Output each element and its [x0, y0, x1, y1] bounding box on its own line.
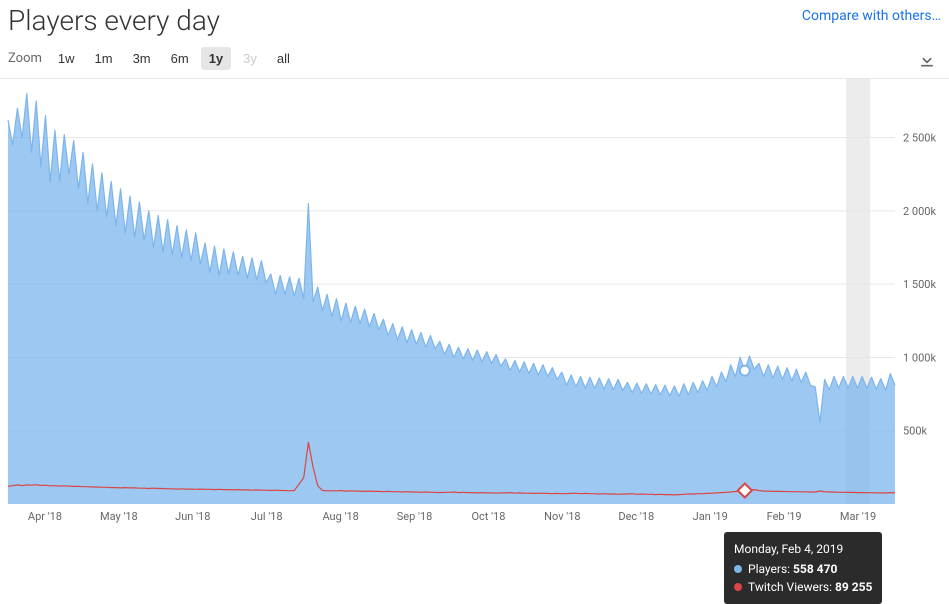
svg-text:2 000k: 2 000k [903, 205, 936, 218]
zoom-controls: Zoom 1w 1m 3m 6m 1y 3y all [8, 47, 298, 70]
chart-area[interactable]: 500k 1 000k 1 500k 2 000k 2 500k Apr '18 May '… [0, 79, 949, 547]
page-title: Players every day [8, 4, 220, 37]
svg-text:Aug '18: Aug '18 [322, 510, 358, 523]
svg-text:Oct '18: Oct '18 [471, 510, 505, 523]
svg-text:May '18: May '18 [100, 510, 138, 523]
svg-text:1 500k: 1 500k [903, 278, 936, 291]
svg-text:Jul '18: Jul '18 [251, 510, 283, 523]
svg-text:Mar '19: Mar '19 [840, 510, 876, 523]
zoom-label: Zoom [8, 51, 42, 66]
svg-text:Dec '18: Dec '18 [618, 510, 654, 523]
svg-text:Feb '19: Feb '19 [767, 510, 802, 523]
svg-text:Nov '18: Nov '18 [544, 510, 580, 523]
svg-text:Jun '18: Jun '18 [175, 510, 210, 523]
svg-text:500k: 500k [903, 425, 928, 438]
zoom-all-button[interactable]: all [269, 47, 298, 70]
zoom-1y-button[interactable]: 1y [201, 47, 231, 70]
download-icon[interactable] [917, 49, 937, 69]
zoom-6m-button[interactable]: 6m [163, 47, 197, 70]
compare-link[interactable]: Compare with others… [802, 4, 941, 24]
svg-text:Sep '18: Sep '18 [397, 510, 433, 523]
zoom-1w-button[interactable]: 1w [50, 47, 83, 70]
svg-text:1 000k: 1 000k [903, 351, 936, 364]
zoom-3y-button: 3y [235, 47, 265, 70]
svg-text:Jan '19: Jan '19 [693, 510, 728, 523]
svg-text:2 500k: 2 500k [903, 132, 936, 145]
svg-text:Apr '18: Apr '18 [28, 510, 62, 523]
zoom-1m-button[interactable]: 1m [87, 47, 121, 70]
zoom-3m-button[interactable]: 3m [125, 47, 159, 70]
